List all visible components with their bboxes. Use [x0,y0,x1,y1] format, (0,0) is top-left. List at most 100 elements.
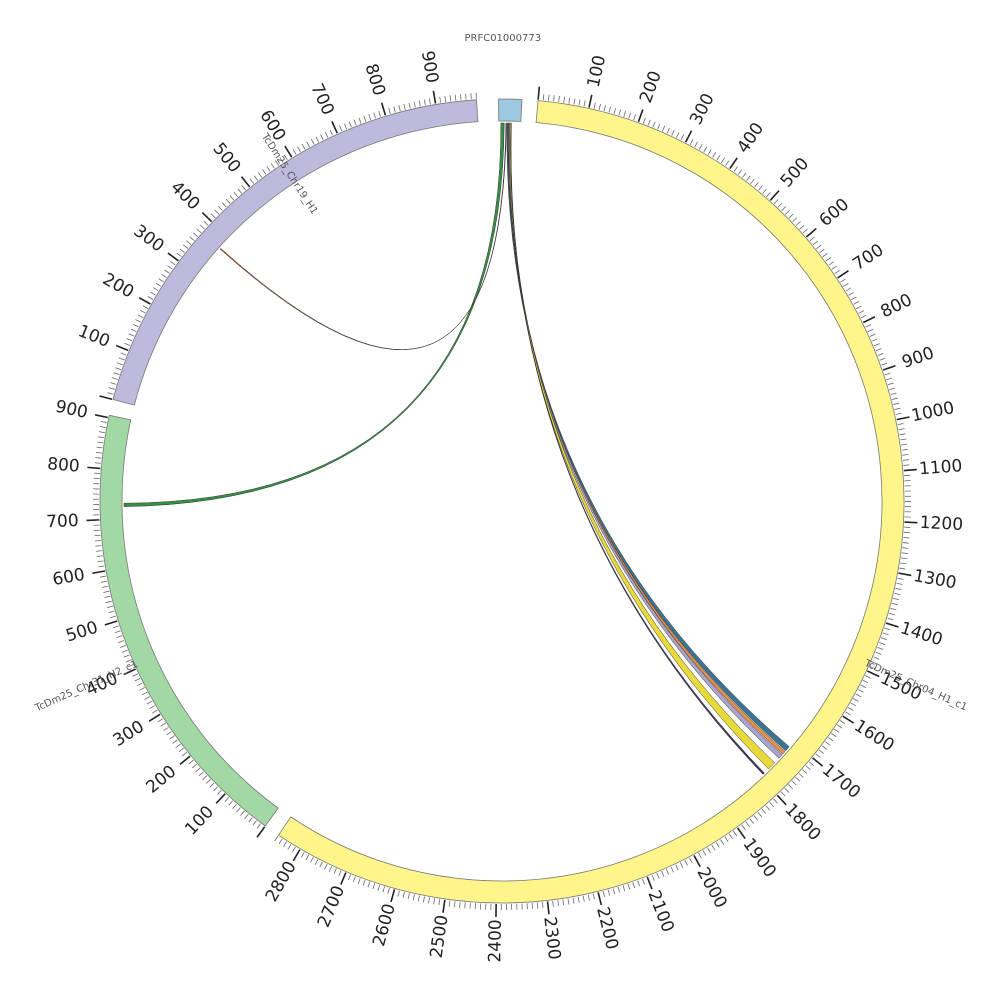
major-tick [390,889,396,903]
minor-tick [279,157,284,163]
minor-tick [880,637,887,641]
minor-tick [377,884,381,891]
minor-tick [252,820,257,826]
minor-tick [444,95,447,103]
minor-tick [339,125,343,132]
minor-tick [225,198,231,204]
minor-tick [762,188,767,194]
tick-label: 100 [181,802,218,839]
minor-tick [689,139,694,145]
minor-tick [465,93,467,100]
minor-tick [766,192,771,198]
minor-tick [903,464,910,466]
minor-tick [94,462,101,464]
tick-label: 700 [46,511,79,532]
minor-tick [607,889,611,896]
minor-tick [784,787,790,793]
minor-tick [781,206,787,212]
minor-tick [785,209,790,215]
major-tick [597,892,603,906]
minor-tick [241,185,246,191]
minor-tick [901,448,908,451]
tick-label: 1900 [738,835,780,882]
major-tick [646,876,653,890]
minor-tick [899,433,906,436]
minor-tick [856,305,862,310]
minor-tick [578,99,581,106]
minor-tick [902,454,909,456]
minor-tick [95,451,102,454]
minor-tick [333,868,337,875]
tick-label: 1300 [912,566,958,593]
minor-tick [150,291,156,296]
minor-tick [853,698,859,702]
minor-tick [292,149,297,155]
minor-tick [96,550,103,552]
minor-tick [314,859,319,865]
minor-tick [809,236,815,242]
tick-label: 600 [51,565,86,590]
minor-tick [900,562,907,565]
tick-label: 500 [777,154,814,192]
minor-tick [617,886,621,893]
minor-tick [865,675,871,679]
minor-tick [612,888,616,895]
minor-tick [125,659,132,663]
minor-tick [262,169,267,175]
minor-tick [155,282,162,287]
minor-tick [454,94,457,101]
minor-tick [464,902,466,909]
minor-tick [178,747,184,753]
tick-label: 300 [686,90,719,128]
minor-tick [761,808,767,814]
link-ribbon [510,122,765,775]
minor-tick [278,838,283,845]
tick-label: 500 [63,618,100,647]
minor-tick [328,866,333,872]
minor-tick [198,771,204,777]
link-ribbon [507,122,786,755]
major-tick [837,270,849,279]
chromosome-PRFC01000773 [498,98,523,122]
minor-tick [237,188,242,194]
tick-label: 2100 [643,888,677,936]
major-tick [805,227,817,238]
tick-label: 200 [143,762,181,798]
tick-label: 2700 [314,883,349,931]
minor-tick [819,248,825,254]
minor-tick [788,784,793,790]
minor-tick [218,206,223,211]
link-ribbon [123,122,505,507]
tick-label: 900 [54,397,90,423]
minor-tick [890,607,897,611]
minor-tick [195,767,201,773]
minor-tick [127,663,134,668]
tick-label: 1400 [898,618,945,650]
minor-tick [563,96,566,103]
minor-tick [98,431,105,434]
minor-tick [901,443,908,446]
minor-tick [746,175,751,181]
major-tick [904,521,918,524]
minor-tick [428,897,430,904]
minor-tick [407,893,410,900]
minor-tick [799,224,805,230]
minor-tick [107,605,114,609]
major-tick [442,899,446,913]
minor-tick [702,850,707,856]
minor-tick [882,632,889,636]
minor-tick [679,862,684,868]
minor-tick [828,737,834,742]
minor-tick [845,711,851,716]
minor-tick [417,895,420,902]
minor-tick [210,213,216,219]
minor-tick [324,863,328,870]
minor-tick [633,114,636,121]
minor-tick [642,878,645,885]
tick-label: 300 [130,221,168,256]
minor-tick [632,882,636,889]
minor-tick [891,397,898,400]
minor-tick [132,673,139,677]
minor-tick [573,98,576,105]
major-tick [138,296,151,305]
